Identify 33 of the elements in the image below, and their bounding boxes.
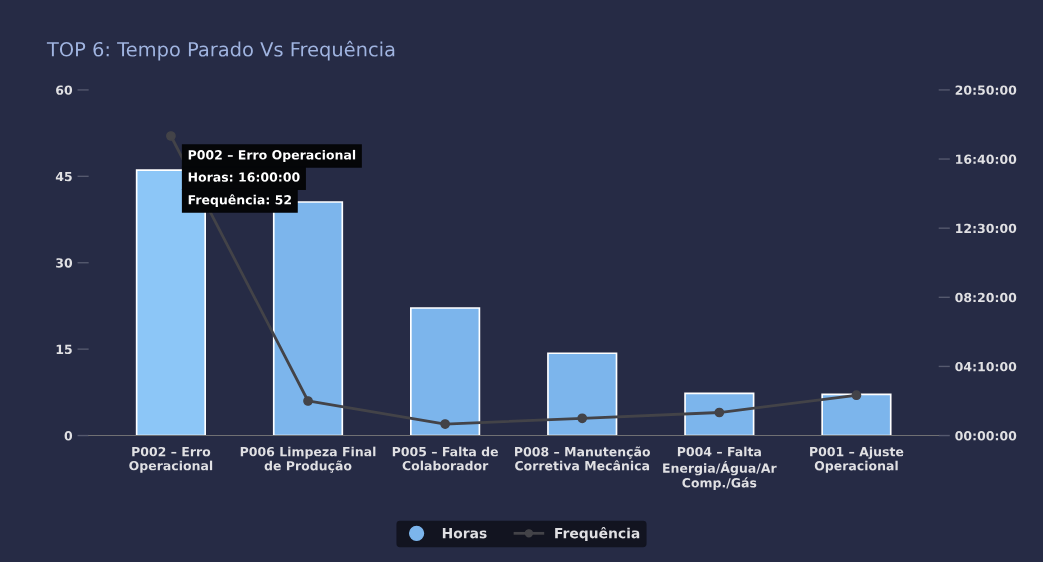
point	[166, 131, 176, 141]
annotation: Frequência: 52	[188, 194, 291, 207]
y2-tick-label: 00:00:00	[955, 431, 1017, 441]
x-tick-label: P005 – Falta de Colaborador	[392, 446, 498, 471]
x-tick-label: P001 – Ajuste Operacional	[810, 446, 904, 473]
bar	[684, 392, 755, 436]
annotation: P002 – Erro Operacional	[188, 149, 356, 162]
bar	[410, 307, 481, 436]
x-tick-label: P002 – Erro Operacional	[129, 446, 213, 473]
legend-label: Horas	[442, 528, 487, 539]
y2-tick-label: 20:50:00	[955, 85, 1017, 95]
x-tick-label: P008 – Manutenção Corretiva Mecânica	[515, 446, 651, 471]
y-tick-label: 0	[64, 431, 73, 441]
chart-title: TOP 6: Tempo Parado Vs Frequência	[46, 40, 395, 61]
y-tick-label: 45	[55, 171, 72, 182]
y-tick-label: 60	[56, 85, 73, 95]
point	[851, 390, 862, 401]
point	[577, 413, 588, 424]
bar	[821, 393, 892, 436]
bar	[547, 352, 618, 436]
x-tick-label: P004 – Falta Energia/Água/Ar Comp./Gás	[663, 446, 777, 490]
point	[714, 407, 725, 418]
point	[440, 419, 450, 429]
y2-tick-label: 08:20:00	[955, 292, 1017, 303]
point	[303, 396, 313, 406]
y-tick-label: 30	[56, 258, 73, 268]
y-tick-label: 15	[56, 344, 72, 355]
legend-label: Frequência	[555, 527, 640, 542]
y2-tick-label: 16:40:00	[956, 154, 1017, 164]
x-tick-label: P006 Limpeza Final de Produção	[240, 446, 376, 473]
y2-tick-label: 04:10:00	[955, 361, 1017, 372]
y2-tick-label: 12:30:00	[956, 223, 1017, 234]
annotation: Horas: 16:00:00	[188, 172, 300, 182]
